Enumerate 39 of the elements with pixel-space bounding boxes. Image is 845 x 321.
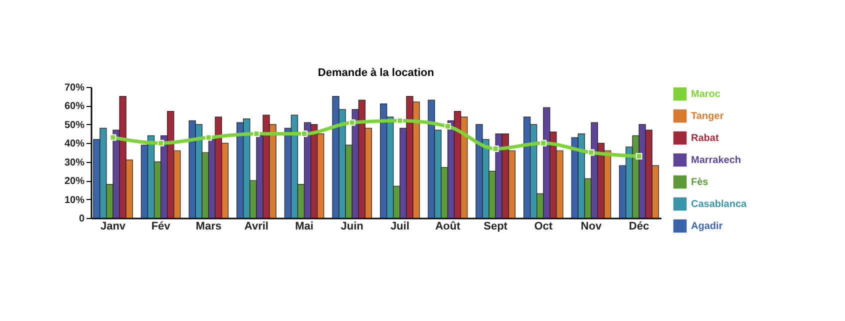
legend-label: Casablanca [691,199,748,210]
point [110,134,116,141]
x-tick-label: Janv [100,220,126,232]
legend-label: Marrakech [691,155,742,166]
legend-label: Fès [691,177,709,188]
x-tick-label: Fév [151,220,172,232]
legend-label: Agadir [691,221,723,232]
y-tick-label: 0 [78,214,85,224]
x-tick-label: Mai [295,220,314,232]
y-tick-label: 50% [64,120,85,131]
y-tick-label: 30% [64,157,85,168]
chart-title: Demande à la location [318,67,434,79]
legend-label: Maroc [691,89,721,100]
x-tick-label: Août [435,220,461,232]
y-tick-label: 60% [64,101,85,112]
point [301,130,308,138]
point [253,130,260,138]
point [492,146,499,152]
point [348,119,356,126]
point [158,140,164,146]
y-tick-label: 40% [64,138,85,150]
point [540,140,547,146]
y-tick-label: 20% [64,176,85,188]
x-tick-label: Déc [628,220,650,232]
point [636,153,642,160]
x-tick-label: Nov [580,220,602,232]
point [444,123,451,130]
x-tick-label: Sept [484,220,508,232]
legend-label: Rabat [691,133,720,144]
x-tick-label: Mars [196,220,222,232]
point [588,149,594,156]
x-tick-label: Oct [534,220,553,232]
point [205,134,212,141]
y-tick-label: 10% [64,194,85,206]
x-tick-label: Juil [390,220,410,232]
y-tick-label: 70% [64,82,85,94]
x-tick-label: Juin [340,220,364,232]
legend-label: Tanger [691,111,724,122]
x-tick-label: Avril [244,220,268,232]
